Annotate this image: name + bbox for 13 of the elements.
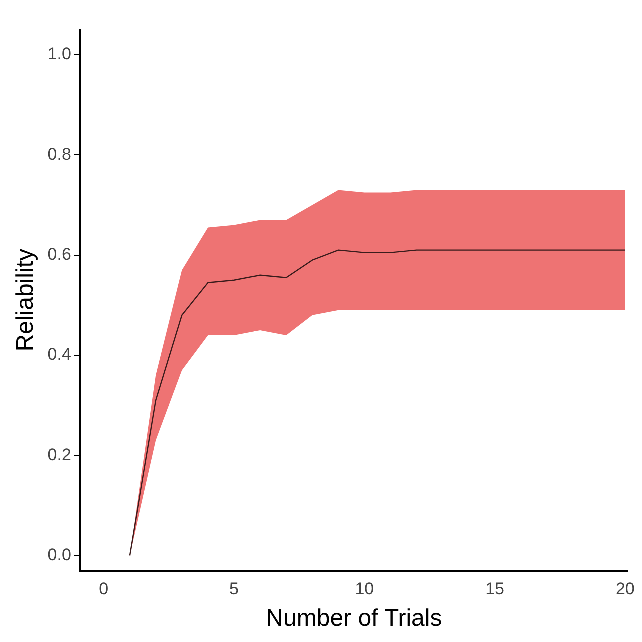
y-tick-label: 0.4 [48, 345, 72, 364]
x-tick-label: 20 [616, 580, 635, 599]
x-tick-label: 15 [486, 580, 504, 599]
y-tick-label: 0.6 [48, 245, 72, 264]
x-tick-label: 0 [99, 580, 109, 599]
y-tick-label: 1.0 [48, 44, 72, 64]
y-axis-title: Reliability [12, 249, 40, 352]
x-tick-label: 5 [230, 580, 240, 599]
x-tick-label: 10 [355, 580, 374, 599]
x-axis-title: Number of Trials [266, 605, 442, 632]
y-tick-label: 0.8 [48, 144, 72, 164]
y-tick-label: 0.0 [48, 545, 72, 564]
y-tick-label: 0.2 [48, 445, 72, 464]
